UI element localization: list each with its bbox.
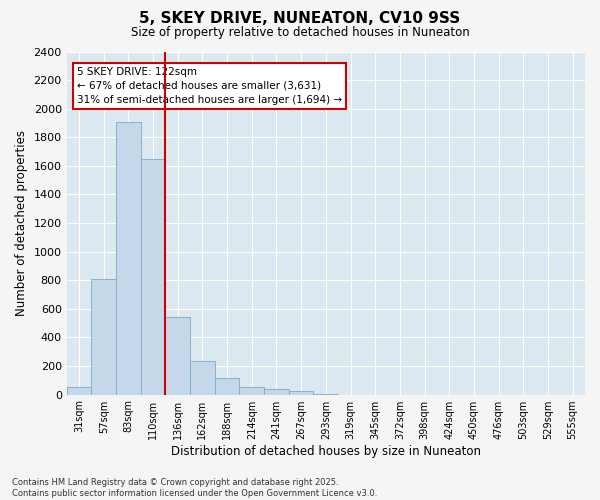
- Text: Size of property relative to detached houses in Nuneaton: Size of property relative to detached ho…: [131, 26, 469, 39]
- Bar: [264, 389, 289, 394]
- Bar: [67, 388, 91, 394]
- Y-axis label: Number of detached properties: Number of detached properties: [15, 130, 28, 316]
- Bar: [116, 122, 141, 394]
- Text: 5 SKEY DRIVE: 122sqm
← 67% of detached houses are smaller (3,631)
31% of semi-de: 5 SKEY DRIVE: 122sqm ← 67% of detached h…: [77, 67, 342, 105]
- Bar: [166, 316, 190, 394]
- Bar: [141, 158, 166, 394]
- Text: Contains HM Land Registry data © Crown copyright and database right 2025.
Contai: Contains HM Land Registry data © Crown c…: [12, 478, 377, 498]
- X-axis label: Distribution of detached houses by size in Nuneaton: Distribution of detached houses by size …: [171, 444, 481, 458]
- Bar: [239, 387, 264, 394]
- Bar: [289, 391, 313, 394]
- Bar: [190, 361, 215, 394]
- Text: 5, SKEY DRIVE, NUNEATON, CV10 9SS: 5, SKEY DRIVE, NUNEATON, CV10 9SS: [139, 11, 461, 26]
- Bar: [91, 279, 116, 394]
- Bar: [215, 378, 239, 394]
